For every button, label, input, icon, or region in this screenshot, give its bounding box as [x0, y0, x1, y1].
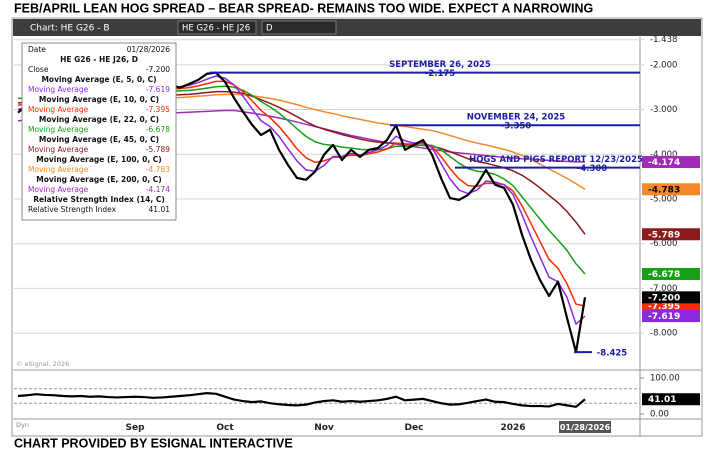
value-badge-label: 41.01: [648, 395, 676, 405]
data-window-value: -7.619: [146, 85, 170, 94]
value-badge-label: -7.200: [648, 293, 680, 303]
toolbar-title: Chart: HE G26 - B: [30, 24, 110, 34]
value-badge-label: -6.678: [648, 270, 680, 280]
annotation-value: -8.425: [597, 349, 627, 359]
value-badge-label: -4.174: [648, 158, 680, 168]
data-window-value: -7.395: [146, 105, 170, 114]
annotation-text: HOGS AND PIGS REPORT 12/23/2025: [469, 155, 643, 165]
data-window-header: Moving Average (E, 200, 0, C): [36, 175, 161, 184]
symbol[interactable]: HE G26 - HE J26: [182, 24, 250, 34]
y-tick-label: -6.000: [650, 239, 677, 249]
value-badge: [642, 393, 700, 406]
value-badge-label: -7.619: [648, 312, 680, 322]
data-window-label: Relative Strength Index: [28, 205, 117, 214]
data-window-header: Moving Average (E, 5, 0, C): [41, 75, 156, 84]
data-window-header: Relative Strength Index (14, C): [33, 195, 165, 204]
y-tick-label: -7.000: [650, 284, 677, 294]
symbol-box[interactable]: [177, 20, 257, 35]
value-badge: [642, 291, 700, 304]
data-window-label: Moving Average: [28, 185, 89, 194]
data-window-label: Moving Average: [28, 165, 89, 174]
date-badge: [559, 421, 611, 433]
data-window-label: Date: [28, 45, 46, 54]
data-window-value: -4.174: [146, 185, 170, 194]
y-tick-label: -8.000: [650, 329, 677, 339]
x-tick-label: Sep: [125, 423, 145, 433]
interval-box[interactable]: [261, 20, 337, 35]
value-badge-label: -4.783: [648, 185, 680, 195]
dyn: Dyn: [16, 421, 29, 429]
y-tick-label: -4.000: [650, 150, 677, 160]
data-window-value: 01/28/2026: [127, 45, 170, 54]
value-badge: [642, 183, 700, 196]
value-badge: [642, 156, 700, 169]
data-window-header: Moving Average (E, 22, 0, C): [39, 115, 159, 124]
annotation-value: -3.350: [501, 122, 531, 132]
data-window-label: Moving Average: [28, 145, 89, 154]
x-tick-label: 2026: [500, 423, 525, 433]
interval[interactable]: D: [266, 24, 273, 34]
data-window-header: Moving Average (E, 10, 0, C): [39, 95, 159, 104]
data-window-label: Moving Average: [28, 125, 89, 134]
data-window-header: HE G26 - HE J26, D: [60, 55, 138, 64]
y-tick-label: -1.438: [650, 35, 677, 45]
data-window-label: Moving Average: [28, 105, 89, 114]
x-tick-label: 01/28/2026: [560, 423, 611, 432]
x-tick-label: Nov: [314, 423, 334, 433]
x-tick-label: Oct: [216, 423, 234, 433]
data-window: [21, 42, 177, 221]
annotation-value: -4.300: [577, 164, 607, 174]
y-tick-label: 0.00: [650, 410, 669, 420]
data-window-value: -4.783: [146, 165, 170, 174]
y-tick-label: -2.000: [650, 60, 677, 70]
data-window-label: Moving Average: [28, 85, 89, 94]
value-badge-label: -7.395: [648, 302, 680, 312]
watermark: © eSignal, 2026: [16, 360, 69, 368]
toolbar: [13, 19, 701, 36]
data-window-value: -6.678: [146, 125, 170, 134]
annotation-value: -2.175: [425, 69, 455, 79]
data-window-value: -7.200: [146, 65, 170, 74]
headline: FEB/APRIL LEAN HOG SPREAD – BEAR SPREAD-…: [14, 1, 593, 15]
annotation-text: NOVEMBER 24, 2025: [467, 113, 566, 123]
series-line: [17, 392, 586, 408]
value-badge: [642, 228, 700, 241]
data-window-label: Close: [28, 65, 49, 74]
data-window-value: 41.01: [149, 205, 171, 214]
y-tick-label: 100.00: [650, 374, 680, 384]
value-badge: [642, 268, 700, 281]
data-window-header: Moving Average (E, 100, 0, C): [36, 155, 161, 164]
annotation-text: SEPTEMBER 26, 2025: [389, 60, 491, 70]
value-badge-label: -5.789: [648, 230, 680, 240]
data-window-header: Moving Average (E, 45, 0, C): [39, 135, 159, 144]
y-tick-label: -5.000: [650, 194, 677, 204]
x-tick-label: Dec: [405, 423, 424, 433]
value-badge: [642, 310, 700, 323]
data-window-value: -5.789: [146, 145, 170, 154]
y-tick-label: -3.000: [650, 105, 677, 115]
footer: CHART PROVIDED BY ESIGNAL INTERACTIVE: [14, 436, 293, 450]
